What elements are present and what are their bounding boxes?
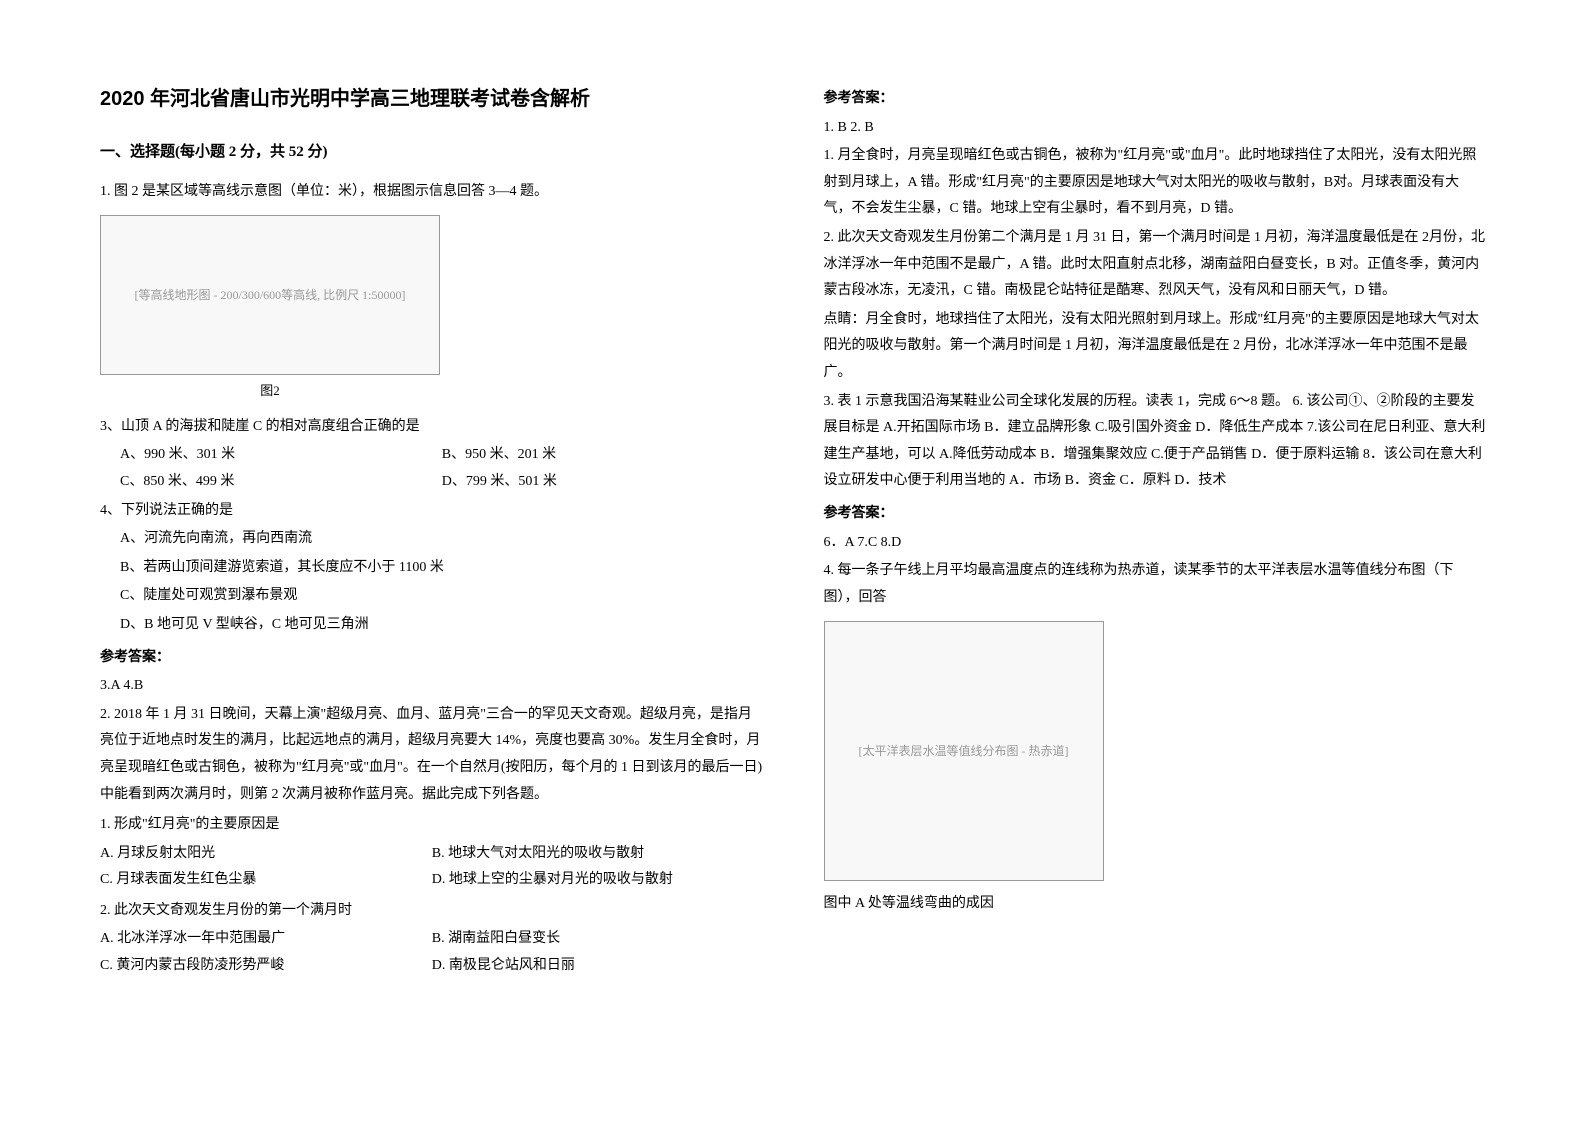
q3-text: 3、山顶 A 的海拔和陡崖 C 的相对高度组合正确的是 — [100, 414, 764, 441]
q2-sub1-option-b: B. 地球大气对太阳光的吸收与散射 — [432, 841, 764, 868]
q2-sub2-row1: A. 北冰洋浮冰一年中范围最广 B. 湖南益阳白昼变长 — [100, 926, 764, 953]
q2-sub2-text: 2. 此次天文奇观发生月份的第一个满月时 — [100, 898, 764, 925]
image-placeholder-text: [等高线地形图 - 200/300/600等高线, 比例尺 1:50000] — [135, 284, 406, 307]
q4-option-d: D、B 地可见 V 型峡谷，C 地可见三角洲 — [120, 612, 764, 639]
q3-answers: 6．A 7.C 8.D — [824, 530, 1488, 557]
q3-options-row2: C、850 米、499 米 D、799 米、501 米 — [120, 469, 764, 496]
figure-2-contour-map: [等高线地形图 - 200/300/600等高线, 比例尺 1:50000] — [100, 215, 440, 375]
section-heading: 一、选择题(每小题 2 分，共 52 分) — [100, 138, 764, 167]
q4-text: 4、下列说法正确的是 — [100, 498, 764, 525]
page-title: 2020 年河北省唐山市光明中学高三地理联考试卷含解析 — [100, 80, 764, 118]
figure-2-caption: 图2 — [100, 379, 440, 404]
q3-options-row1: A、990 米、301 米 B、950 米、201 米 — [120, 442, 764, 469]
q2-sub2-option-a: A. 北冰洋浮冰一年中范围最广 — [100, 926, 432, 953]
q3-option-c: C、850 米、499 米 — [120, 469, 442, 496]
q1-answers: 3.A 4.B — [100, 673, 764, 700]
q3-intro: 3. 表 1 示意我国沿海某鞋业公司全球化发展的历程。读表 1，完成 6～8 题… — [824, 389, 1488, 495]
q2-sub2-row2: C. 黄河内蒙古段防凌形势严峻 D. 南极昆仑站风和日丽 — [100, 953, 764, 980]
q2-sub2-option-b: B. 湖南益阳白昼变长 — [432, 926, 764, 953]
q1-answer-heading: 参考答案： — [100, 645, 764, 672]
q4-option-c: C、陡崖处可观赏到瀑布景观 — [120, 583, 764, 610]
q2-answer-heading: 参考答案： — [824, 86, 1488, 113]
q2-note: 点睛：月全食时，地球挡住了太阳光，没有太阳光照射到月球上。形成"红月亮"的主要原… — [824, 307, 1488, 387]
q4-question: 图中 A 处等温线弯曲的成因 — [824, 891, 1488, 918]
q2-sub1-text: 1. 形成"红月亮"的主要原因是 — [100, 812, 764, 839]
q4-option-a: A、河流先向南流，再向西南流 — [120, 526, 764, 553]
q3-option-a: A、990 米、301 米 — [120, 442, 442, 469]
q2-sub1-row1: A. 月球反射太阳光 B. 地球大气对太阳光的吸收与散射 — [100, 841, 764, 868]
q2-sub1-option-c: C. 月球表面发生红色尘暴 — [100, 867, 432, 894]
q2-sub2-option-c: C. 黄河内蒙古段防凌形势严峻 — [100, 953, 432, 980]
q2-explain2: 2. 此次天文奇观发生月份第二个满月是 1 月 31 日，第一个满月时间是 1 … — [824, 225, 1488, 305]
q4-intro: 4. 每一条子午线上月平均最高温度点的连线称为热赤道，读某季节的太平洋表层水温等… — [824, 558, 1488, 611]
q2-sub1-option-d: D. 地球上空的尘暴对月光的吸收与散射 — [432, 867, 764, 894]
q2-sub1-row2: C. 月球表面发生红色尘暴 D. 地球上空的尘暴对月光的吸收与散射 — [100, 867, 764, 894]
q2-intro: 2. 2018 年 1 月 31 日晚间，天幕上演"超级月亮、血月、蓝月亮"三合… — [100, 702, 764, 808]
q2-sub2-option-d: D. 南极昆仑站风和日丽 — [432, 953, 764, 980]
right-column: 参考答案： 1. B 2. B 1. 月全食时，月亮呈现暗红色或古铜色，被称为"… — [824, 80, 1488, 980]
q2-sub1-option-a: A. 月球反射太阳光 — [100, 841, 432, 868]
figure-pacific-temp-map: [太平洋表层水温等值线分布图 - 热赤道] — [824, 621, 1104, 881]
image-placeholder-text-2: [太平洋表层水温等值线分布图 - 热赤道] — [859, 740, 1069, 763]
q3-option-b: B、950 米、201 米 — [442, 442, 764, 469]
q4-option-b: B、若两山顶间建游览索道，其长度应不小于 1100 米 — [120, 555, 764, 582]
q3-answer-heading: 参考答案： — [824, 501, 1488, 528]
left-column: 2020 年河北省唐山市光明中学高三地理联考试卷含解析 一、选择题(每小题 2 … — [100, 80, 764, 980]
q2-explain1: 1. 月全食时，月亮呈现暗红色或古铜色，被称为"红月亮"或"血月"。此时地球挡住… — [824, 143, 1488, 223]
q1-intro: 1. 图 2 是某区域等高线示意图（单位：米），根据图示信息回答 3—4 题。 — [100, 179, 764, 206]
q3-option-d: D、799 米、501 米 — [442, 469, 764, 496]
q2-answer-line: 1. B 2. B — [824, 115, 1488, 142]
